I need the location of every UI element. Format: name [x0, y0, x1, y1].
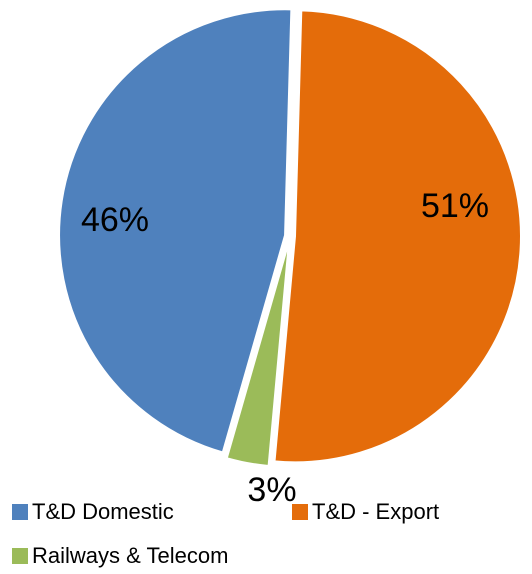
legend-label: Railways & Telecom: [32, 543, 228, 568]
legend-swatch: [12, 548, 28, 564]
pie-slice: [225, 240, 291, 468]
data-label: 46%: [81, 201, 149, 239]
pie-slice: [58, 8, 293, 454]
pie-slice: [273, 9, 522, 464]
data-label: 51%: [421, 187, 489, 225]
legend-swatch: [292, 504, 308, 520]
data-label: 3%: [247, 471, 296, 509]
legend-label: T&D - Export: [312, 499, 439, 524]
legend-label: T&D Domestic: [32, 499, 174, 524]
legend-swatch: [12, 504, 28, 520]
